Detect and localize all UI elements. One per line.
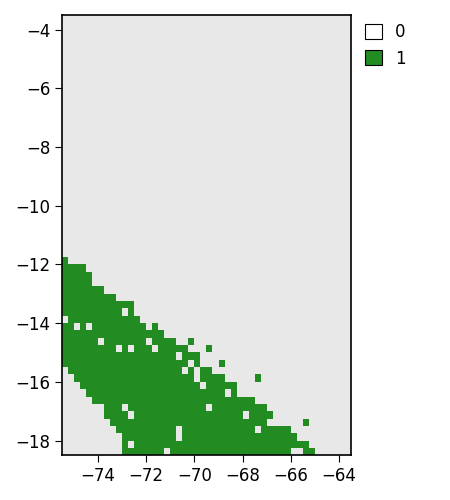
Legend: 0, 1: 0, 1: [365, 24, 406, 68]
